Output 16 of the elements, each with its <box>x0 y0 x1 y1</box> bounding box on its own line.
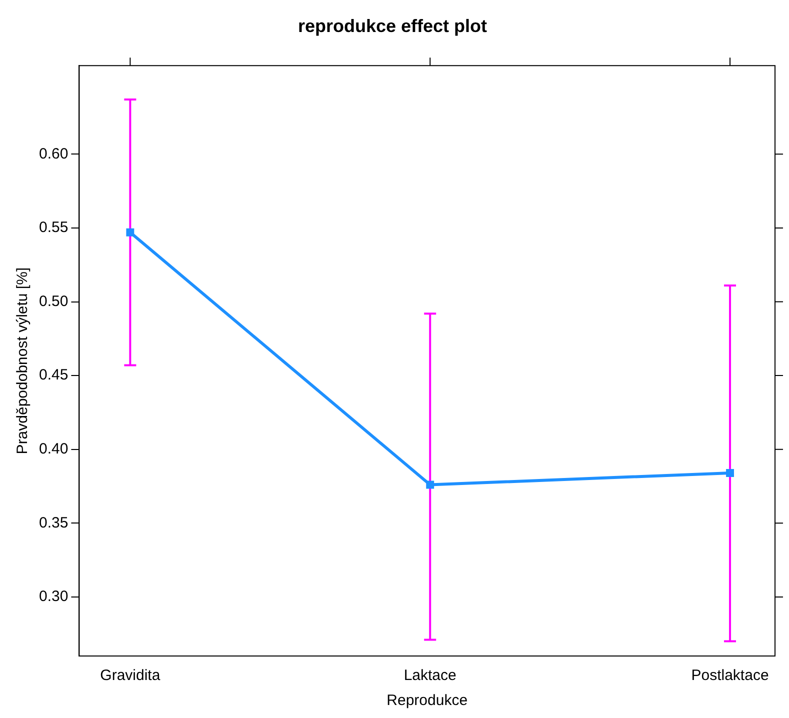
point <box>726 469 734 477</box>
x-tick-label: Laktace <box>404 667 456 684</box>
y-tick-label: 0.60 <box>38 145 68 162</box>
x-tick-label: Postlaktace <box>691 667 769 684</box>
point <box>426 480 434 489</box>
y-tick-label: 0.45 <box>38 366 68 384</box>
y-tick-label: 0.35 <box>38 514 68 532</box>
y-tick-label: 0.55 <box>38 219 68 236</box>
point <box>126 228 134 236</box>
y-tick-label: 0.50 <box>38 292 68 310</box>
x-tick-label: Gravidita <box>100 667 161 684</box>
y-tick-label: 0.30 <box>38 588 68 606</box>
y-axis-title: Pravděpodobnost výletu [%] <box>14 267 32 454</box>
x-axis-title: Reprodukce <box>386 692 468 710</box>
chart-title: reprodukce effect plot <box>298 16 488 36</box>
y-tick-label: 0.40 <box>38 440 68 458</box>
